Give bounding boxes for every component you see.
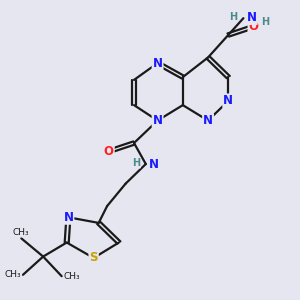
Text: N: N xyxy=(153,57,163,70)
Text: N: N xyxy=(153,114,163,127)
Text: N: N xyxy=(203,114,213,127)
Text: O: O xyxy=(248,20,259,33)
Text: H: H xyxy=(229,12,237,22)
Text: CH₃: CH₃ xyxy=(13,228,30,237)
Text: N: N xyxy=(63,211,74,224)
Text: O: O xyxy=(104,145,114,158)
Text: N: N xyxy=(247,11,257,24)
Text: S: S xyxy=(89,251,98,265)
Text: CH₃: CH₃ xyxy=(63,272,80,281)
Text: CH₃: CH₃ xyxy=(5,270,21,279)
Text: H: H xyxy=(132,158,140,168)
Text: H: H xyxy=(261,16,269,27)
Text: N: N xyxy=(223,94,233,107)
Text: N: N xyxy=(149,158,159,170)
